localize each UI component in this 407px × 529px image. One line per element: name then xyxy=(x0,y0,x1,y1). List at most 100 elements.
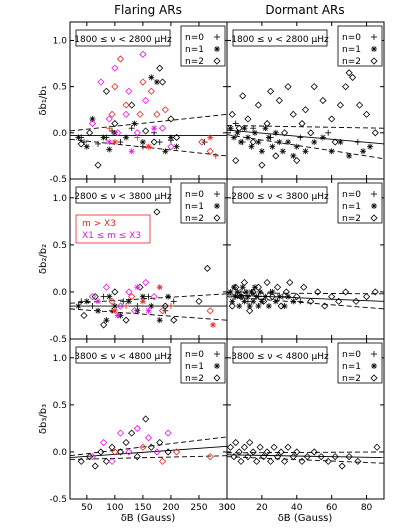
data-point-diamond-red xyxy=(108,110,116,118)
legend-marker-diamond xyxy=(213,214,221,222)
data-point-diamond-black xyxy=(167,115,175,123)
band-upper xyxy=(70,113,227,132)
data-point-diamond-black xyxy=(319,96,327,105)
data-point-diamond-magenta xyxy=(142,96,150,105)
data-point-diamond-black xyxy=(122,316,130,324)
legend-marker-plus xyxy=(214,191,220,197)
data-point-star-black xyxy=(230,284,237,291)
legend-marker-plus xyxy=(371,34,377,40)
data-point-diamond-magenta xyxy=(133,424,141,432)
data-point-diamond-black xyxy=(352,297,360,305)
y-axis-label: δb₂/b₂ xyxy=(38,244,49,274)
x-axis-label-dormant: δB (Gauss) xyxy=(278,513,333,524)
y-tick-label: 1.0 xyxy=(53,354,68,364)
legend-label-n2: n=2 xyxy=(342,214,361,224)
data-point-diamond-magenta xyxy=(105,115,113,123)
legend-marker-star xyxy=(371,203,377,209)
data-point-diamond-black xyxy=(260,297,268,305)
data-point-star-black xyxy=(123,134,130,141)
data-point-diamond-black xyxy=(203,264,211,272)
data-point-diamond-black xyxy=(331,138,339,146)
data-point-plus-black xyxy=(279,293,286,300)
data-point-plus-red xyxy=(106,125,113,132)
x-tick-label: 250 xyxy=(190,503,207,513)
legend-marker-diamond xyxy=(370,214,378,222)
legend-label-n0: n=0 xyxy=(185,33,204,43)
data-point-diamond-red xyxy=(161,106,169,114)
n-legend: n=0 n=1 n=2 xyxy=(337,182,383,224)
data-point-diamond-black xyxy=(232,438,240,447)
legend-label-n0: n=0 xyxy=(185,350,204,360)
data-point-diamond-black xyxy=(293,156,301,165)
legend-marker-star xyxy=(371,46,377,52)
data-point-diamond-black xyxy=(237,457,245,465)
data-point-diamond-black xyxy=(263,120,271,128)
data-point-diamond-magenta xyxy=(114,129,122,137)
data-point-plus-black xyxy=(244,298,251,305)
legend-marker-diamond xyxy=(213,57,221,65)
data-point-star-black xyxy=(302,148,309,155)
data-point-diamond-black xyxy=(362,110,371,118)
x-tick-label: 20 xyxy=(256,503,268,513)
data-point-diamond-black xyxy=(253,457,261,465)
data-point-star-black xyxy=(95,307,102,314)
panel-flaring-row2: -0.50.00.51.0 2800 ≤ ν < 3800 μHz n=0n=1n=… xyxy=(38,178,228,345)
data-point-star-red xyxy=(111,307,118,314)
data-point-diamond-black xyxy=(116,448,125,456)
data-point-plus-black xyxy=(156,139,163,146)
flare-legend-x1x3: X1 ≤ m ≤ X3 xyxy=(82,231,141,241)
legend-label-n2: n=2 xyxy=(185,57,204,67)
data-point-diamond-red xyxy=(147,87,155,95)
data-point-diamond-magenta xyxy=(130,307,139,315)
data-point-diamond-black xyxy=(142,415,150,423)
data-point-diamond-black xyxy=(260,453,268,461)
data-point-diamond-black xyxy=(237,293,245,301)
data-point-diamond-magenta xyxy=(108,457,116,465)
legend-label-n2: n=2 xyxy=(185,214,204,224)
frequency-label-text: 1800 ≤ ν < 2800 μHz xyxy=(74,35,172,45)
data-point-diamond-red xyxy=(116,55,125,63)
data-point-diamond-red xyxy=(122,101,130,109)
data-point-star-black xyxy=(173,143,180,150)
data-point-diamond-black xyxy=(362,293,371,301)
data-point-diamond-black xyxy=(328,293,336,301)
plot-area xyxy=(227,69,384,169)
frequency-label: 1800 ≤ ν < 2800 μHz xyxy=(74,29,172,47)
data-point-diamond-red xyxy=(172,448,181,456)
data-point-diamond-magenta xyxy=(139,50,147,58)
data-point-diamond-black xyxy=(275,96,283,105)
data-point-star-black xyxy=(148,74,155,81)
data-point-diamond-magenta xyxy=(97,78,105,86)
data-point-star-black xyxy=(244,134,251,141)
data-point-diamond-black xyxy=(258,161,266,169)
data-point-star-red xyxy=(207,134,214,141)
data-point-plus-black xyxy=(267,134,274,141)
data-point-diamond-magenta xyxy=(158,124,167,132)
data-point-diamond-black xyxy=(111,120,119,128)
data-point-star-black xyxy=(258,298,265,305)
data-point-diamond-black xyxy=(228,110,236,118)
data-point-diamond-black xyxy=(274,453,282,461)
legend-marker-plus xyxy=(371,191,377,197)
data-point-plus-black xyxy=(95,140,102,147)
data-point-plus-black xyxy=(239,139,246,146)
data-point-star-black xyxy=(103,317,110,324)
data-point-diamond-black xyxy=(267,457,275,465)
data-point-diamond-black xyxy=(80,311,88,320)
data-point-star-black xyxy=(290,298,297,305)
data-point-diamond-magenta xyxy=(122,110,130,118)
legend-label-n2: n=2 xyxy=(342,57,361,67)
legend-marker-diamond xyxy=(213,374,221,382)
data-point-diamond-magenta xyxy=(125,87,133,95)
data-point-diamond-black xyxy=(86,453,94,461)
data-point-diamond-black xyxy=(227,443,235,451)
data-point-diamond-black xyxy=(277,448,285,456)
data-point-plus-black xyxy=(232,120,239,127)
frequency-label-text: 3800 ≤ ν < 4800 μHz xyxy=(74,352,172,362)
data-point-star-black xyxy=(156,317,163,324)
data-point-diamond-red xyxy=(128,293,136,301)
data-point-plus-black xyxy=(250,125,257,132)
data-point-diamond-black xyxy=(356,101,364,109)
data-point-plus-red xyxy=(212,152,219,159)
